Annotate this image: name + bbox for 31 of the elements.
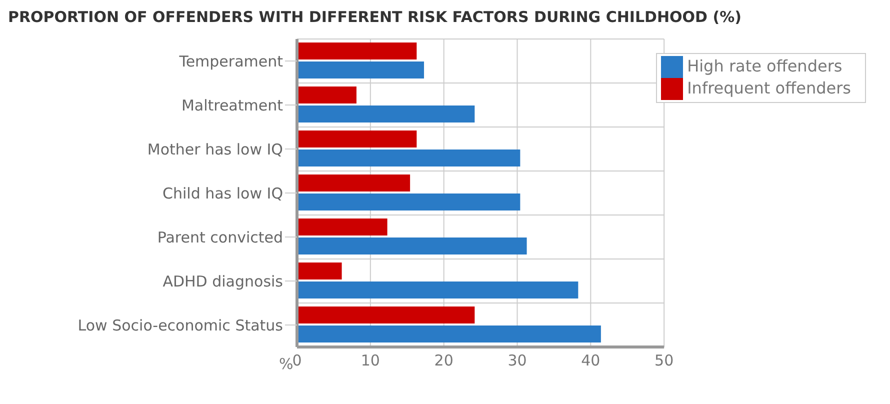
legend-label: Infrequent offenders — [687, 78, 851, 98]
bar — [297, 326, 601, 343]
bar — [297, 282, 578, 299]
bar — [297, 238, 527, 255]
bar — [297, 62, 424, 79]
y-tick-label: ADHD diagnosis — [162, 272, 284, 290]
bar — [297, 42, 417, 60]
y-tick-label: Mother has low IQ — [147, 140, 283, 158]
y-tick-label: Maltreatment — [181, 96, 284, 114]
bar — [297, 194, 520, 211]
bar — [297, 174, 410, 192]
x-tick-label: 20 — [434, 352, 454, 370]
bar — [297, 306, 475, 324]
bar — [297, 262, 342, 280]
bar — [297, 106, 475, 123]
y-tick-label: Parent convicted — [157, 228, 283, 246]
bar — [297, 218, 388, 236]
chart-title: PROPORTION OF OFFENDERS WITH DIFFERENT RISK FACTORS DURING CHILDHOOD (%) — [8, 8, 742, 27]
x-tick-label: 50 — [654, 352, 674, 370]
bar — [297, 150, 520, 167]
legend-label: High rate offenders — [687, 56, 842, 76]
bar — [297, 130, 417, 148]
y-tick-label: Temperament — [178, 52, 284, 70]
x-tick-label: 30 — [508, 352, 527, 370]
x-tick-label: 10 — [360, 352, 380, 370]
bar — [297, 86, 356, 104]
y-tick-label: Low Socio-economic Status — [78, 316, 284, 334]
x-tick-label: 0 — [292, 352, 302, 370]
x-axis-title: % — [279, 355, 294, 373]
y-tick-label: Child has low IQ — [162, 184, 283, 202]
x-tick-label: 40 — [581, 352, 600, 370]
